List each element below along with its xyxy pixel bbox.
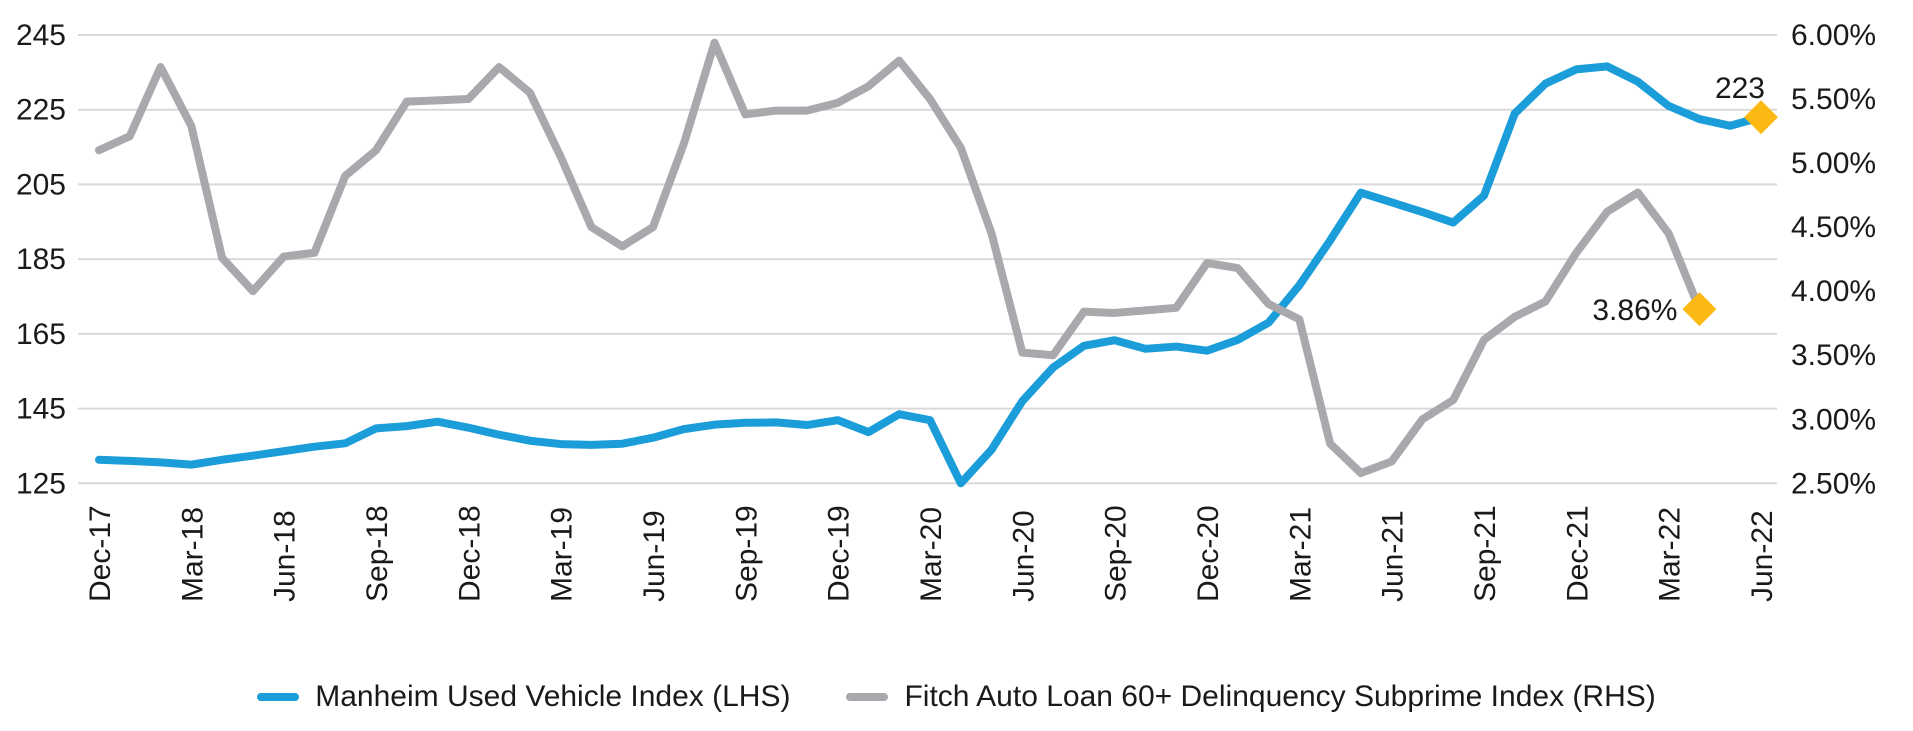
y-axis-right-tick-label: 2.50% <box>1791 467 1876 500</box>
x-axis-tick-label: Dec-19 <box>823 505 856 602</box>
y-axis-right-tick-label: 4.00% <box>1791 275 1876 308</box>
x-axis-tick-label: Sep-20 <box>1100 505 1133 602</box>
y-axis-left-tick-label: 145 <box>16 393 66 426</box>
x-axis-tick-label: Dec-21 <box>1561 505 1594 602</box>
manheim-end-value-label: 223 <box>1715 72 1765 105</box>
chart-legend: Manheim Used Vehicle Index (LHS) Fitch A… <box>0 680 1913 713</box>
x-axis-tick-label: Jun-21 <box>1377 510 1410 602</box>
x-axis-tick-label: Mar-22 <box>1654 507 1687 602</box>
x-axis-tick-label: Dec-18 <box>453 505 486 602</box>
x-axis-tick-label: Jun-20 <box>1007 510 1040 602</box>
y-axis-left-tick-label: 205 <box>16 168 66 201</box>
y-axis-right-tick-label: 5.50% <box>1791 83 1876 116</box>
manheim-series-swatch <box>257 692 300 701</box>
manheim-end-marker-diamond <box>1744 100 1778 135</box>
y-axis-right-tick-label: 3.00% <box>1791 403 1876 436</box>
y-axis-right-tick-label: 4.50% <box>1791 211 1876 244</box>
x-axis-tick-label: Jun-22 <box>1746 510 1779 602</box>
fitch-end-value-label: 3.86% <box>1592 294 1677 327</box>
x-axis-tick-label: Dec-17 <box>84 505 117 602</box>
legend-item-manheim: Manheim Used Vehicle Index (LHS) <box>257 680 790 713</box>
x-axis-tick-label: Jun-18 <box>269 510 302 602</box>
y-axis-left-tick-label: 225 <box>16 94 66 127</box>
fitch-delinquency-series-swatch <box>846 692 889 701</box>
y-axis-right-tick-label: 3.50% <box>1791 339 1876 372</box>
y-axis-left-tick-label: 165 <box>16 318 66 351</box>
fitch-end-marker-diamond <box>1682 292 1717 327</box>
x-axis-tick-label: Dec-20 <box>1192 505 1225 602</box>
x-axis-tick-label: Mar-21 <box>1284 507 1317 602</box>
legend-item-fitch-delinquency: Fitch Auto Loan 60+ Delinquency Subprime… <box>846 680 1656 713</box>
x-axis-tick-label: Sep-19 <box>730 505 763 602</box>
x-axis-tick-label: Mar-20 <box>915 507 948 602</box>
x-axis-tick-label: Jun-19 <box>638 510 671 602</box>
x-axis-tick-label: Sep-18 <box>361 505 394 602</box>
fitch-delinquency-line <box>95 38 1704 478</box>
x-axis-tick-label: Mar-18 <box>176 507 209 602</box>
manheim-index-line <box>95 62 1765 488</box>
y-axis-left-tick-label: 125 <box>16 467 66 500</box>
y-axis-left-tick-label: 185 <box>16 243 66 276</box>
x-axis-tick-label: Sep-21 <box>1469 505 1502 602</box>
x-axis-tick-label: Mar-19 <box>546 507 579 602</box>
y-axis-right-tick-label: 6.00% <box>1791 19 1876 52</box>
y-axis-right-tick-label: 5.00% <box>1791 147 1876 180</box>
y-axis-left-tick-label: 245 <box>16 19 66 52</box>
legend-label-manheim: Manheim Used Vehicle Index (LHS) <box>315 680 791 713</box>
legend-label-fitch-delinquency: Fitch Auto Loan 60+ Delinquency Subprime… <box>904 680 1656 713</box>
